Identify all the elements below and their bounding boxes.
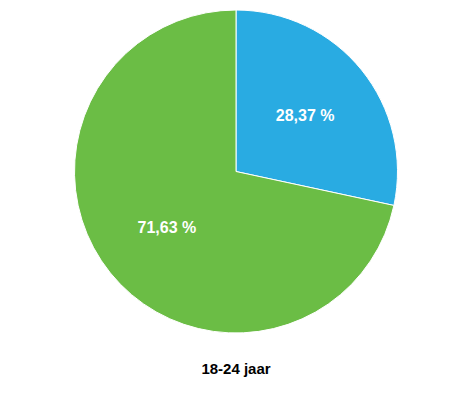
pie-slice <box>75 10 394 333</box>
pie-slice <box>236 10 398 205</box>
data-label: 71,63 % <box>138 219 197 236</box>
data-label: 28,37 % <box>276 107 335 124</box>
chart-title: 18-24 jaar <box>201 360 270 377</box>
chart-svg: 28,37 % 71,63 % 18-24 jaar <box>0 0 472 393</box>
pie <box>75 10 398 333</box>
data-labels: 28,37 % 71,63 % <box>138 107 335 236</box>
